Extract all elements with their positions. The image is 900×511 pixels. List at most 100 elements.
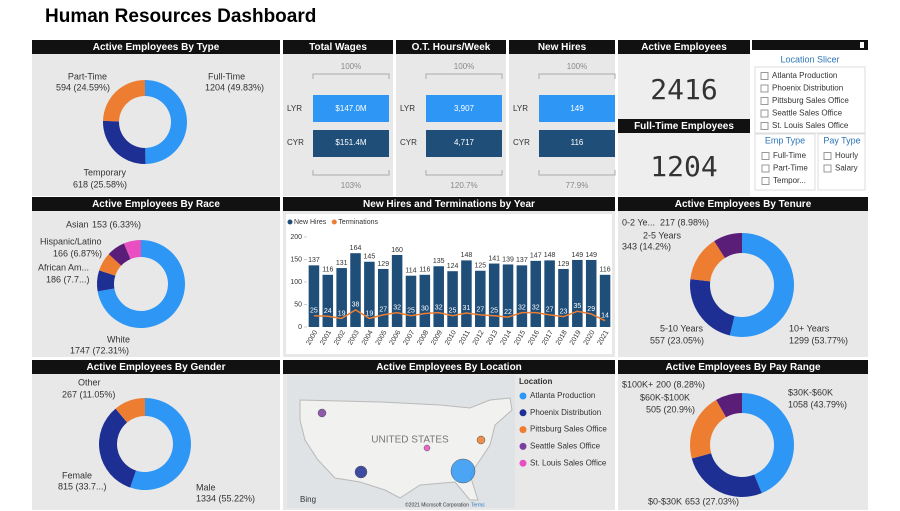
data-label: 23 <box>560 308 568 315</box>
donut-segment <box>690 399 727 459</box>
slicer-box <box>817 133 866 191</box>
donut-segment <box>103 120 146 164</box>
data-label: 30 <box>421 305 429 312</box>
data-label: 145 <box>364 254 376 261</box>
data-label: 19 <box>338 310 346 317</box>
data-label: 149 <box>585 252 597 259</box>
checkbox[interactable] <box>760 97 769 105</box>
panel-title: Total Wages <box>309 42 367 53</box>
panel-title: Active Employees By Type <box>93 42 220 53</box>
checkbox[interactable] <box>761 164 770 173</box>
kpi-ratio: 120.7% <box>450 181 477 190</box>
checkbox[interactable] <box>761 177 770 185</box>
bar <box>322 274 334 327</box>
checkbox[interactable] <box>823 152 832 160</box>
data-label: 24 <box>324 308 332 315</box>
value-label: 505 (20.9%) <box>646 404 695 414</box>
line <box>313 309 606 322</box>
checkbox[interactable] <box>760 84 769 93</box>
value-label: 1204 (49.83%) <box>205 82 264 92</box>
value-label: 343 (14.2%) <box>622 241 671 251</box>
value-label: 557 (23.05%) <box>650 335 704 345</box>
category-label: $100K+ <box>622 379 653 389</box>
panel-header <box>283 360 615 374</box>
legend-label: St. Louis Sales Office <box>530 458 607 467</box>
bar <box>585 259 597 327</box>
donut-segment <box>123 240 141 260</box>
data-label: 139 <box>502 256 514 263</box>
legend-marker <box>519 392 527 400</box>
slicer-box <box>754 66 866 134</box>
bubble <box>476 435 486 445</box>
category-label: Other <box>78 377 101 387</box>
checkbox[interactable] <box>760 72 769 80</box>
checkbox[interactable] <box>760 109 769 118</box>
data-label: 25 <box>449 308 457 315</box>
kpi-lyr-value: 149 <box>570 104 584 113</box>
kpi-ratio: 77.9% <box>566 181 589 190</box>
slicer-icon <box>860 42 864 48</box>
category-label: $0-$30K <box>648 496 682 506</box>
slicer-item: Part-Time <box>773 164 808 173</box>
y-tick-label: 0 <box>298 324 302 331</box>
panel-header <box>32 360 280 374</box>
kpi-bar <box>313 95 389 122</box>
panel-header <box>32 40 280 54</box>
legend-marker <box>519 426 527 434</box>
bar <box>419 274 431 327</box>
data-label: 22 <box>504 309 512 316</box>
data-label: 32 <box>518 304 526 311</box>
value-label: 153 (6.33%) <box>92 219 141 229</box>
panel-header <box>32 197 280 211</box>
data-label: 116 <box>599 267 610 274</box>
card-value: 2416 <box>650 73 717 106</box>
value-label: 653 (27.03%) <box>685 496 739 506</box>
donut-segment <box>103 80 145 122</box>
legend-marker <box>519 459 527 467</box>
data-label: 27 <box>476 307 484 314</box>
kpi-target: 100% <box>567 62 587 71</box>
donut-segment <box>98 408 136 488</box>
data-label: 141 <box>488 255 500 262</box>
checkbox[interactable] <box>761 152 770 160</box>
data-label: 116 <box>419 267 430 274</box>
panel-title: Active Employees By Location <box>376 362 522 373</box>
card-value: 1204 <box>650 150 717 183</box>
category-label: Asian <box>66 219 89 229</box>
kpi-target: 100% <box>341 62 361 71</box>
panel <box>32 197 280 357</box>
value-label: 594 (24.59%) <box>56 82 110 92</box>
kpi-lyr-label: LYR <box>513 104 528 113</box>
kpi-bar <box>426 95 502 122</box>
checkbox[interactable] <box>823 164 832 173</box>
kpi-cyr-label: CYR <box>513 138 530 147</box>
kpi-cyr-label: CYR <box>400 138 417 147</box>
bubble <box>354 465 368 479</box>
donut-segment <box>115 398 145 423</box>
legend-marker <box>331 219 337 225</box>
data-label: 38 <box>352 302 360 309</box>
data-label: 149 <box>571 252 583 259</box>
legend-label: Pittsburg Sales Office <box>530 425 607 434</box>
map-attribution: ©2021 Microsoft Corporation <box>405 501 469 508</box>
y-tick-label: 50 <box>294 301 302 308</box>
checkbox[interactable] <box>760 122 769 130</box>
legend-label: New Hires <box>294 219 327 226</box>
bar <box>475 270 486 327</box>
data-label: 35 <box>573 303 581 310</box>
data-label: 148 <box>461 252 473 259</box>
slicer-title: Emp Type <box>765 135 805 145</box>
bracket <box>425 73 503 79</box>
panel <box>32 40 280 196</box>
bar <box>433 266 444 327</box>
bar <box>377 268 389 327</box>
data-label: 19 <box>365 310 373 317</box>
bar <box>488 263 500 327</box>
legend-marker <box>519 442 527 450</box>
bar <box>350 253 361 327</box>
donut-segment <box>742 393 794 494</box>
value-label: 267 (11.05%) <box>62 389 115 399</box>
category-label: Hispanic/Latino <box>40 236 102 246</box>
panel-title: New Hires and Terminations by Year <box>363 199 535 210</box>
